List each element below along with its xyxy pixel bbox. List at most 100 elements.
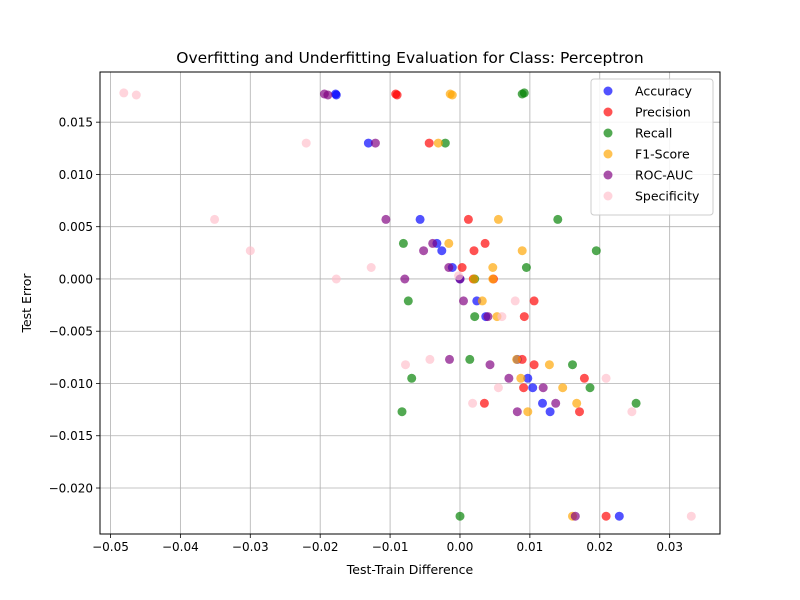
data-point	[523, 373, 533, 383]
legend-marker	[603, 128, 613, 138]
data-point	[363, 138, 373, 148]
plot-area-frame	[99, 71, 721, 535]
legend-marker	[603, 86, 613, 96]
legend-label: Specificity	[635, 189, 700, 204]
data-point	[686, 511, 696, 521]
data-point	[392, 90, 402, 100]
legend-label: ROC-AUC	[635, 168, 693, 183]
data-point	[119, 88, 129, 98]
data-point	[568, 360, 577, 370]
data-point	[614, 511, 624, 521]
data-point	[497, 312, 507, 322]
data-point	[454, 271, 464, 281]
x-tick-label: −0.03	[232, 540, 269, 554]
data-point	[579, 373, 589, 383]
series-roc-auc	[319, 89, 580, 521]
data-point	[493, 214, 503, 224]
data-point	[570, 511, 580, 521]
y-tick-label: −0.020	[49, 482, 93, 496]
data-point	[469, 274, 479, 284]
x-tick-label: 0.02	[586, 540, 613, 554]
data-point	[631, 398, 641, 408]
data-point	[510, 296, 520, 306]
data-point	[381, 214, 391, 224]
data-point	[131, 90, 141, 100]
legend-label: Recall	[635, 126, 672, 141]
x-axis-label: Test-Train Difference	[346, 562, 474, 577]
data-point	[455, 511, 465, 521]
x-tick-label: 0.01	[517, 540, 544, 554]
data-point	[538, 383, 548, 393]
data-point	[419, 246, 429, 256]
data-point	[401, 360, 410, 370]
data-point	[627, 407, 637, 417]
y-tick-label: 0.015	[59, 116, 93, 130]
data-point	[519, 312, 529, 322]
data-point	[512, 354, 522, 364]
data-point	[523, 407, 533, 417]
data-point	[529, 296, 539, 306]
data-point	[477, 296, 487, 306]
data-point	[585, 383, 595, 393]
data-point	[469, 246, 479, 256]
data-point	[465, 354, 475, 364]
y-tick-label: 0.010	[59, 168, 93, 182]
axis-ticks: −0.05 −0.04 −0.03 −0.02 −0.01 0.00 0.01 0.02 0.0…	[49, 116, 683, 554]
data-point	[440, 138, 450, 148]
data-point	[331, 274, 341, 284]
data-point	[601, 511, 611, 521]
x-tick-label: −0.02	[302, 540, 339, 554]
data-point	[601, 373, 611, 383]
data-point	[480, 238, 490, 248]
series-specificity	[119, 88, 696, 521]
y-tick-label: −0.015	[49, 429, 93, 443]
legend: Accuracy Precision Recall F1-Score ROC-AUC Sp…	[590, 78, 714, 216]
data-point	[428, 238, 438, 248]
data-point	[398, 238, 408, 248]
data-point	[331, 90, 341, 100]
data-point	[551, 398, 561, 408]
series-recall	[397, 88, 641, 521]
data-point	[459, 296, 468, 306]
data-point	[504, 373, 514, 383]
data-point	[575, 407, 584, 417]
data-point	[397, 407, 407, 417]
data-point	[483, 312, 493, 322]
legend-label: Precision	[635, 105, 691, 120]
data-point	[433, 138, 443, 148]
data-point	[400, 274, 410, 284]
legend-marker	[603, 107, 613, 117]
legend-label: Accuracy	[635, 84, 693, 99]
legend-box	[590, 78, 714, 216]
data-point	[245, 246, 255, 256]
x-tick-label: −0.05	[92, 540, 129, 554]
data-point	[512, 407, 522, 417]
x-tick-label: −0.01	[372, 540, 409, 554]
data-point	[519, 88, 529, 98]
data-point	[488, 274, 498, 284]
data-point	[529, 360, 539, 370]
data-point	[488, 263, 498, 272]
data-point	[463, 214, 473, 224]
data-point	[519, 383, 529, 393]
x-tick-label: −0.04	[162, 540, 199, 554]
data-point	[538, 398, 547, 408]
data-point	[444, 263, 454, 272]
data-point	[591, 246, 601, 256]
data-point	[457, 263, 467, 272]
data-point	[545, 407, 555, 417]
data-point	[425, 354, 435, 364]
data-point	[485, 360, 495, 370]
y-tick-label: 0.005	[59, 220, 93, 234]
data-point	[403, 296, 413, 306]
data-point	[445, 354, 454, 364]
data-point	[528, 383, 538, 393]
data-points	[119, 88, 696, 521]
legend-marker	[603, 191, 613, 201]
legend-label: F1-Score	[635, 147, 690, 162]
data-point	[493, 383, 503, 393]
x-tick-label: 0.03	[656, 540, 683, 554]
chart-title: Overfitting and Underfitting Evaluation …	[176, 49, 643, 67]
data-point	[544, 360, 554, 370]
